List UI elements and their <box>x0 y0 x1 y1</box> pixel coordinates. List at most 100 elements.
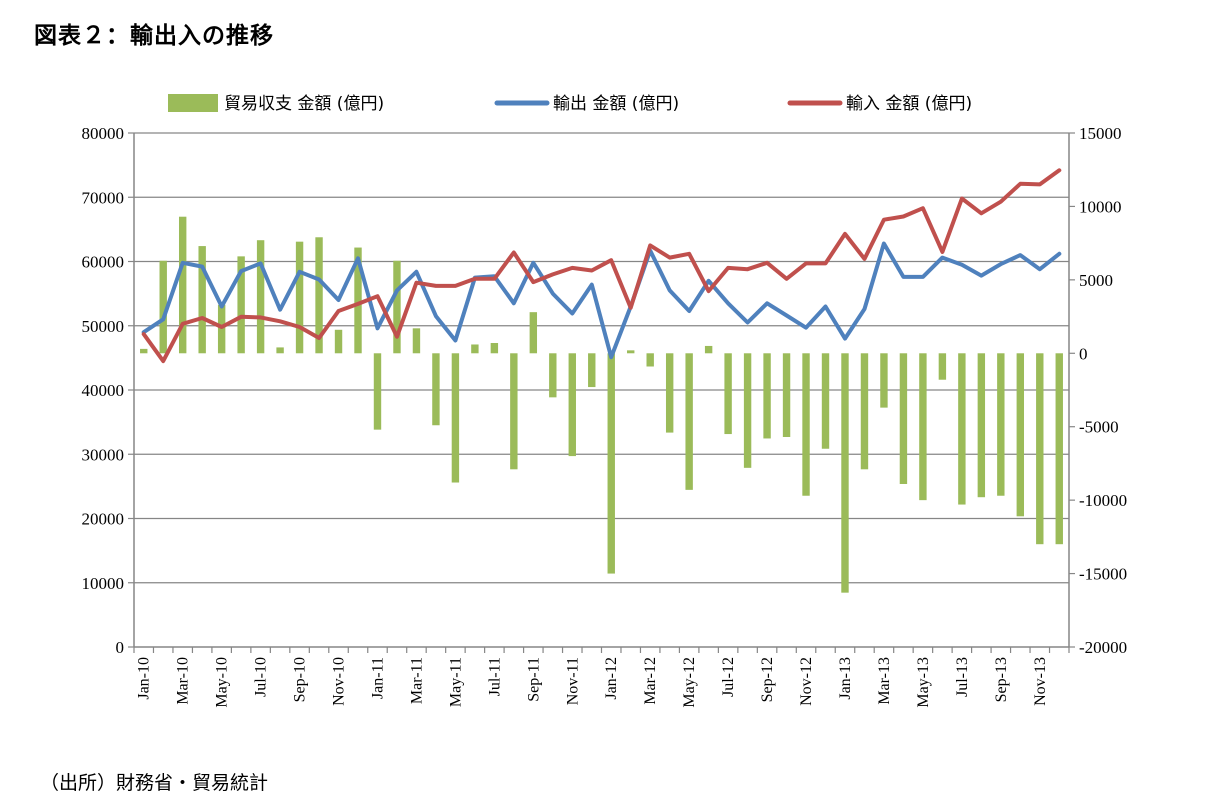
bar <box>373 353 382 430</box>
bar <box>510 353 518 470</box>
bar <box>860 353 869 470</box>
bar <box>198 246 206 354</box>
x-tick-label: May-10 <box>214 657 231 708</box>
x-tick-label: Sep-13 <box>993 657 1010 702</box>
bar <box>763 353 771 439</box>
left-tick-label: 30000 <box>82 445 125 464</box>
left-tick-label: 70000 <box>82 188 125 207</box>
bar <box>1016 353 1025 517</box>
right-tick-label: -5000 <box>1079 418 1119 437</box>
bar <box>821 353 830 449</box>
left-tick-label: 40000 <box>82 381 125 400</box>
legend-label: 輸入 金額 (億円) <box>846 94 972 114</box>
source-note: （出所）財務省・貿易統計 <box>40 772 269 794</box>
bar <box>802 353 810 496</box>
bar <box>529 312 538 354</box>
bar <box>665 353 674 433</box>
left-tick-label: 0 <box>116 638 125 657</box>
x-tick-label: Jul-10 <box>253 657 270 697</box>
x-tick-label: Jul-12 <box>720 657 737 697</box>
bar <box>997 353 1005 496</box>
bar <box>256 240 265 354</box>
bar <box>743 353 752 468</box>
bar <box>276 347 284 354</box>
combo-chart: 0100002000030000400005000060000700008000… <box>82 94 1128 708</box>
bar <box>315 237 323 354</box>
x-tick-label: Mar-13 <box>876 657 893 705</box>
bar <box>412 328 421 354</box>
trade-lines <box>141 168 1062 364</box>
x-tick-label: Jul-11 <box>486 657 503 696</box>
x-tick-label: Jan-12 <box>603 657 620 700</box>
x-tick-label: Nov-10 <box>331 657 348 706</box>
bar <box>471 344 479 354</box>
x-tick-label: Jan-13 <box>837 657 854 700</box>
bar <box>646 353 654 367</box>
bar <box>490 343 499 354</box>
bar <box>1055 353 1063 545</box>
bar <box>919 353 927 501</box>
bar <box>393 260 401 354</box>
left-tick-label: 60000 <box>82 253 125 272</box>
right-tick-label: -20000 <box>1079 638 1127 657</box>
legend-label: 輸出 金額 (億円) <box>553 94 679 114</box>
right-tick-label: 10000 <box>1079 197 1122 216</box>
left-tick-label: 80000 <box>82 124 125 143</box>
legend-swatch-bar <box>168 94 218 112</box>
x-tick-label: Sep-12 <box>759 657 776 702</box>
x-tick-label: Mar-10 <box>175 657 192 705</box>
bar <box>178 216 187 354</box>
x-tick-label: Sep-11 <box>525 657 542 702</box>
balance-bars <box>140 216 1063 593</box>
x-tick-label: Sep-10 <box>292 657 309 702</box>
right-tick-label: 0 <box>1079 344 1088 363</box>
x-tick-label: Nov-11 <box>564 657 581 705</box>
left-tick-label: 10000 <box>82 574 125 593</box>
x-tick-label: Nov-12 <box>798 657 815 706</box>
bar <box>977 353 986 498</box>
bar <box>159 260 167 354</box>
x-tick-label: May-11 <box>447 657 464 707</box>
x-tick-label: Mar-12 <box>642 657 659 705</box>
bar <box>354 247 362 354</box>
bar <box>627 350 635 354</box>
bar <box>899 353 908 484</box>
bar <box>549 353 557 398</box>
x-tick-label: May-13 <box>915 657 932 708</box>
legend-label: 貿易収支 金額 (億円) <box>224 94 384 114</box>
bar <box>451 353 460 483</box>
right-tick-label: -10000 <box>1079 491 1127 510</box>
bar <box>237 256 245 354</box>
series-line <box>141 168 1062 364</box>
axes: 0100002000030000400005000060000700008000… <box>82 124 1128 708</box>
bar <box>1036 353 1044 545</box>
right-tick-label: 15000 <box>1079 124 1122 143</box>
bar <box>217 304 226 354</box>
legend: 貿易収支 金額 (億円) 輸出 金額 (億円) 輸入 金額 (億円) <box>168 94 972 114</box>
x-tick-label: Jul-13 <box>954 657 971 697</box>
x-tick-label: Jan-10 <box>136 657 153 700</box>
bar <box>685 353 693 490</box>
bar <box>432 353 440 426</box>
bar <box>938 353 947 380</box>
right-tick-label: 5000 <box>1079 271 1113 290</box>
bar <box>724 353 732 435</box>
x-tick-label: Jan-11 <box>369 657 386 699</box>
bar <box>880 353 888 408</box>
gridlines <box>134 132 1069 584</box>
left-tick-label: 20000 <box>82 510 125 529</box>
bar <box>334 329 343 354</box>
series-line <box>141 241 1062 360</box>
bar <box>958 353 966 505</box>
bar <box>704 345 713 354</box>
bar <box>607 353 615 574</box>
x-tick-label: Mar-11 <box>408 657 425 704</box>
bar <box>782 353 791 437</box>
bar <box>588 353 596 388</box>
bar <box>140 348 148 354</box>
x-tick-label: May-12 <box>681 657 698 708</box>
bar <box>295 241 304 354</box>
right-tick-label: -15000 <box>1079 565 1127 584</box>
bar <box>841 353 849 593</box>
x-tick-label: Nov-13 <box>1032 657 1049 706</box>
